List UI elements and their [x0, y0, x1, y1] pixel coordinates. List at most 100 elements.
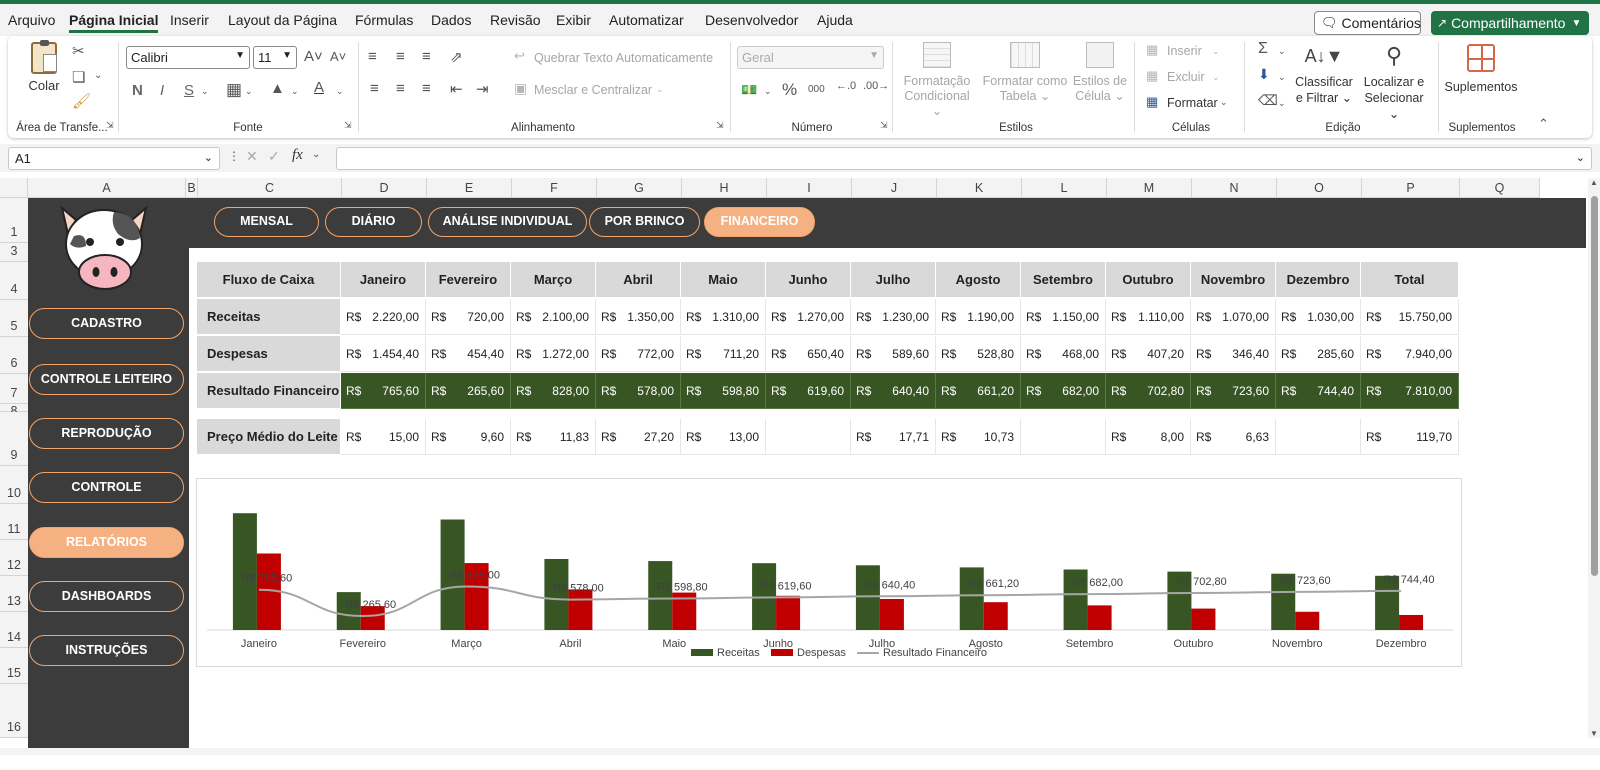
shrink-font-icon[interactable]: A˅ — [330, 49, 347, 64]
insert-function-icon[interactable]: fx — [292, 147, 303, 163]
column-header[interactable]: D — [342, 178, 427, 198]
insert-cells-icon[interactable]: ▦ — [1146, 42, 1159, 57]
table-cell[interactable]: R$ 10,73 — [936, 419, 1021, 455]
dialog-launcher-icon[interactable]: ⇲ — [716, 120, 724, 130]
table-cell[interactable]: R$ 285,60 — [1276, 336, 1361, 372]
table-cell[interactable]: R$ 265,60 — [426, 373, 511, 409]
select-all-corner[interactable] — [0, 178, 28, 198]
row-header[interactable]: 9 — [0, 412, 28, 466]
chevron-down-icon[interactable]: ⌄ — [94, 70, 103, 81]
conditional-format-button[interactable]: Formatação Condicional ⌄ — [901, 42, 973, 119]
table-cell[interactable]: R$ 828,00 — [511, 373, 596, 409]
accounting-icon[interactable]: 💵 — [741, 82, 758, 97]
sidebar-item-controle[interactable]: CONTROLE — [29, 472, 184, 503]
column-header[interactable]: L — [1022, 178, 1107, 198]
fill-color-icon[interactable]: ▲ — [270, 80, 285, 97]
chevron-down-icon[interactable]: ⌄ — [1220, 97, 1228, 107]
delete-cells-button[interactable]: Excluir — [1167, 70, 1205, 84]
format-cells-button[interactable]: Formatar — [1167, 96, 1218, 110]
dialog-launcher-icon[interactable]: ⇲ — [344, 120, 352, 130]
grow-font-icon[interactable]: A˅ — [304, 48, 323, 65]
row-header[interactable]: 7 — [0, 374, 28, 404]
tab-diario[interactable]: DIÁRIO — [325, 207, 422, 237]
row-header[interactable]: 15 — [0, 648, 28, 684]
financial-chart[interactable]: Janeiro Fevereiro Março Abril Maio Junho Julho… — [196, 478, 1462, 667]
table-cell[interactable]: R$ 772,00 — [596, 336, 681, 372]
row-header[interactable]: 14 — [0, 612, 28, 648]
column-header[interactable]: N — [1192, 178, 1277, 198]
menu-layout[interactable]: Layout da Página — [228, 12, 337, 28]
menu-dados[interactable]: Dados — [431, 12, 472, 28]
table-cell[interactable]: R$ 17,71 — [851, 419, 936, 455]
increase-indent-icon[interactable]: ⇥ — [476, 81, 489, 98]
table-cell[interactable]: R$ 1.270,00 — [766, 299, 851, 335]
vertical-scrollbar[interactable]: ▲ ▼ — [1588, 178, 1600, 738]
table-cell[interactable]: R$ 346,40 — [1191, 336, 1276, 372]
cell-styles-button[interactable]: Estilos de Célula ⌄ — [1070, 42, 1130, 104]
table-cell[interactable]: R$ 1.350,00 — [596, 299, 681, 335]
format-painter-icon[interactable]: 🖌 — [72, 93, 92, 110]
thousands-icon[interactable]: 000 — [808, 84, 825, 95]
column-header[interactable]: O — [1277, 178, 1362, 198]
cancel-icon[interactable]: ✕ — [246, 148, 258, 164]
align-top-icon[interactable]: ≡ — [368, 48, 377, 65]
font-color-icon[interactable]: A — [314, 79, 325, 96]
align-left-icon[interactable]: ≡ — [370, 80, 379, 97]
menu-arquivo[interactable]: Arquivo — [8, 12, 56, 28]
dialog-launcher-icon[interactable]: ⇲ — [880, 120, 888, 130]
row-header[interactable]: 3 — [0, 243, 28, 262]
merge-center-button[interactable]: Mesclar e Centralizar — [534, 83, 653, 97]
table-cell[interactable]: R$ 682,00 — [1021, 373, 1106, 409]
table-cell[interactable]: R$ 650,40 — [766, 336, 851, 372]
table-cell[interactable]: R$ 1.110,00 — [1106, 299, 1191, 335]
cut-icon[interactable]: ✂ — [72, 43, 85, 60]
chevron-down-icon[interactable]: ⌄ — [336, 86, 344, 96]
table-cell[interactable]: R$ 661,20 — [936, 373, 1021, 409]
paste-button[interactable]: Colar — [22, 40, 66, 104]
number-format-combo[interactable]: Geral ▼ — [737, 46, 884, 69]
table-cell[interactable]: R$ 2.220,00 — [341, 299, 426, 335]
chevron-down-icon[interactable]: ⌄ — [764, 86, 772, 96]
wrap-text-button[interactable]: Quebrar Texto Automaticamente — [534, 51, 714, 65]
font-name-combo[interactable]: Calibri ▼ — [126, 46, 250, 69]
table-cell[interactable] — [1276, 419, 1361, 455]
table-cell[interactable]: R$ 119,70 — [1361, 419, 1459, 455]
column-header[interactable]: B — [186, 178, 198, 198]
clear-icon[interactable]: ⌫ — [1258, 92, 1278, 108]
decrease-decimal-icon[interactable]: .00→ — [863, 80, 890, 92]
table-cell[interactable]: R$ 9,60 — [426, 419, 511, 455]
menu-inserir[interactable]: Inserir — [170, 12, 209, 28]
tab-mensal[interactable]: MENSAL — [214, 207, 319, 237]
borders-icon[interactable]: ▦ — [226, 80, 243, 99]
column-header[interactable]: I — [767, 178, 852, 198]
align-middle-icon[interactable]: ≡ — [396, 48, 405, 65]
menu-ajuda[interactable]: Ajuda — [817, 12, 853, 28]
row-header[interactable]: 16 — [0, 684, 28, 738]
table-cell[interactable]: R$ 454,40 — [426, 336, 511, 372]
align-bottom-icon[interactable]: ≡ — [422, 48, 431, 65]
align-center-icon[interactable]: ≡ — [396, 80, 405, 97]
fill-icon[interactable]: ⬇ — [1258, 66, 1270, 82]
table-cell[interactable]: R$ 1.030,00 — [1276, 299, 1361, 335]
sidebar-item-dashboards[interactable]: DASHBOARDS — [29, 581, 184, 612]
addins-button[interactable]: Suplementos — [1444, 42, 1518, 94]
column-header[interactable]: A — [28, 178, 186, 198]
row-header[interactable]: 6 — [0, 337, 28, 374]
wrap-text-icon[interactable]: ↩ — [514, 48, 525, 63]
table-cell[interactable]: R$ 1.310,00 — [681, 299, 766, 335]
chevron-down-icon[interactable]: ⌄ — [1278, 72, 1286, 82]
chevron-down-icon[interactable]: ⌄ — [245, 86, 253, 96]
column-header[interactable]: E — [427, 178, 512, 198]
insert-cells-button[interactable]: Inserir — [1167, 44, 1202, 58]
chevron-down-icon[interactable]: ⌄ — [656, 84, 664, 94]
table-cell[interactable]: R$ 6,63 — [1191, 419, 1276, 455]
bold-button[interactable]: N — [132, 82, 143, 99]
dialog-launcher-icon[interactable]: ⇲ — [106, 120, 114, 130]
horizontal-scrollbar[interactable] — [0, 748, 1600, 755]
row-header[interactable]: 1 — [0, 198, 28, 243]
table-cell[interactable]: R$ 720,00 — [426, 299, 511, 335]
row-header[interactable]: 8 — [0, 404, 28, 418]
table-cell[interactable]: R$ 2.100,00 — [511, 299, 596, 335]
italic-button[interactable]: I — [160, 82, 165, 99]
percent-icon[interactable]: % — [782, 80, 798, 99]
